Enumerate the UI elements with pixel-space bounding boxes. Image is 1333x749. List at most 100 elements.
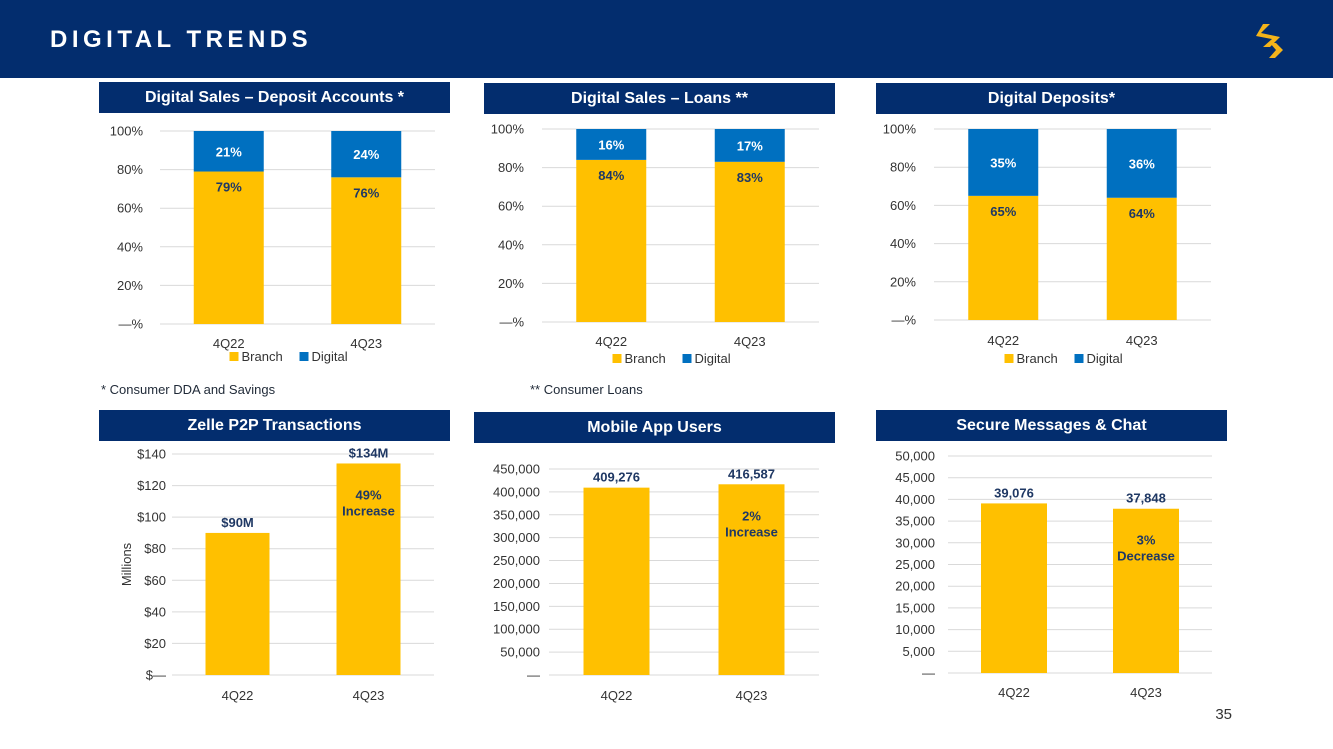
mobile-annotation: 2%	[742, 508, 761, 523]
loans-y-tick-label: 100%	[491, 122, 525, 137]
zelle-y-axis-label: Millions	[119, 542, 134, 586]
deposit-data-label: 24%	[353, 147, 379, 162]
deposit-y-tick-label: 80%	[117, 162, 143, 177]
loans-legend-label: Branch	[625, 351, 666, 366]
loans-data-label: 17%	[737, 138, 763, 153]
secure-y-tick-label: 10,000	[895, 622, 935, 637]
zelle-y-tick-label: $100	[137, 510, 166, 525]
secure-x-tick-label: 4Q22	[998, 685, 1030, 700]
secure-y-tick-label: 45,000	[895, 470, 935, 485]
secure-y-tick-label: 25,000	[895, 557, 935, 572]
mobile-data-label: 416,587	[728, 466, 775, 481]
title-deposits: Digital Deposits*	[876, 83, 1227, 114]
deposits-bar-digital	[1106, 129, 1177, 198]
zelle-data-label: $134M	[349, 445, 389, 460]
mobile-y-tick-label: 400,000	[493, 484, 540, 499]
deposits-bar-branch	[968, 195, 1039, 320]
zelle-y-tick-label: $120	[137, 478, 166, 493]
deposits-bar-digital	[968, 129, 1039, 196]
title-mobile: Mobile App Users	[474, 412, 835, 443]
zelle-bar	[336, 463, 401, 675]
mobile-bar	[583, 487, 650, 675]
deposits-y-tick-label: 40%	[890, 236, 916, 251]
secure-bar	[981, 503, 1047, 673]
mobile-annotation: Increase	[725, 524, 778, 539]
deposits-y-tick-label: 20%	[890, 274, 916, 289]
loans-y-tick-label: 40%	[498, 237, 524, 252]
mobile-bar	[718, 484, 785, 675]
title-deposit: Digital Sales – Deposit Accounts *	[99, 82, 450, 113]
deposit-x-tick-label: 4Q23	[350, 336, 382, 351]
mobile-y-tick-label: 450,000	[493, 462, 540, 477]
mobile-x-tick-label: 4Q23	[736, 688, 768, 703]
zelle-y-tick-label: $60	[144, 573, 166, 588]
loans-legend-swatch-digital	[682, 354, 692, 363]
deposit-bar-branch	[331, 177, 402, 324]
secure-y-tick-label: —	[922, 666, 935, 681]
page-number: 35	[1215, 706, 1232, 723]
loans-legend-label: Digital	[695, 351, 731, 366]
deposit-bar-branch	[193, 171, 264, 324]
zelle-data-label: $90M	[221, 515, 254, 530]
title-secure: Secure Messages & Chat	[876, 410, 1227, 441]
deposits-data-label: 65%	[990, 204, 1016, 219]
deposit-legend-swatch-digital	[299, 352, 309, 361]
loans-data-label: 16%	[598, 137, 624, 152]
loans-bar-branch	[576, 159, 647, 322]
zelle-y-tick-label: $140	[137, 447, 166, 462]
mobile-y-tick-label: —	[527, 668, 540, 683]
zelle-y-tick-label: $—	[146, 668, 166, 683]
deposit-legend-swatch-branch	[229, 352, 239, 361]
deposits-y-tick-label: 80%	[890, 160, 916, 175]
deposit-data-label: 79%	[216, 180, 242, 195]
loans-y-tick-label: 60%	[498, 199, 524, 214]
deposits-legend-label: Branch	[1017, 351, 1058, 366]
zelle-annotation: 49%	[355, 487, 381, 502]
deposit-y-tick-label: 60%	[117, 201, 143, 216]
deposits-x-tick-label: 4Q22	[987, 333, 1019, 348]
loans-y-tick-label: 80%	[498, 160, 524, 175]
loans-data-label: 84%	[598, 168, 624, 183]
secure-bar	[1113, 508, 1179, 673]
deposits-data-label: 35%	[990, 155, 1016, 170]
page-title: DIGITAL TRENDS	[50, 26, 313, 53]
loans-x-tick-label: 4Q23	[734, 334, 766, 349]
deposit-bar-digital	[331, 131, 402, 178]
deposit-y-tick-label: 40%	[117, 239, 143, 254]
mobile-y-tick-label: 250,000	[493, 553, 540, 568]
loans-x-tick-label: 4Q22	[595, 334, 627, 349]
loans-legend-swatch-branch	[612, 354, 622, 363]
secure-y-tick-label: 5,000	[902, 644, 935, 659]
deposits-legend-swatch-branch	[1004, 354, 1014, 363]
chevron-s-logo-icon	[1256, 24, 1283, 58]
deposits-data-label: 36%	[1129, 156, 1155, 171]
deposit-legend-label: Branch	[242, 349, 283, 364]
loans-data-label: 83%	[737, 170, 763, 185]
deposit-bar-digital	[193, 131, 264, 172]
note-loans: ** Consumer Loans	[530, 382, 643, 397]
zelle-y-tick-label: $20	[144, 636, 166, 651]
deposit-legend-label: Digital	[312, 349, 348, 364]
secure-y-tick-label: 35,000	[895, 514, 935, 529]
deposits-x-tick-label: 4Q23	[1126, 333, 1158, 348]
secure-y-tick-label: 50,000	[895, 449, 935, 464]
secure-annotation: Decrease	[1117, 549, 1175, 564]
deposits-data-label: 64%	[1129, 206, 1155, 221]
zelle-bar	[205, 532, 270, 675]
secure-data-label: 39,076	[994, 485, 1034, 500]
deposit-x-tick-label: 4Q22	[213, 336, 245, 351]
mobile-y-tick-label: 350,000	[493, 507, 540, 522]
loans-bar-digital	[714, 129, 785, 162]
secure-annotation: 3%	[1137, 533, 1156, 548]
loans-bar-branch	[714, 161, 785, 322]
header-bar: DIGITAL TRENDS	[0, 0, 1333, 78]
zelle-annotation: Increase	[342, 503, 395, 518]
secure-y-tick-label: 40,000	[895, 492, 935, 507]
deposits-bar-branch	[1106, 197, 1177, 320]
mobile-data-label: 409,276	[593, 470, 640, 485]
loans-y-tick-label: —%	[499, 315, 524, 330]
secure-x-tick-label: 4Q23	[1130, 685, 1162, 700]
mobile-y-tick-label: 300,000	[493, 530, 540, 545]
loans-y-tick-label: 20%	[498, 276, 524, 291]
zelle-x-tick-label: 4Q22	[222, 688, 254, 703]
